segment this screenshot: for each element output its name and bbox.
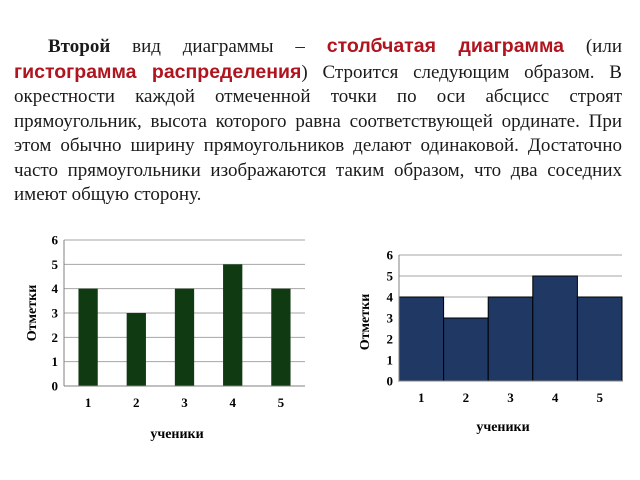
histogram-y-tick-label: 2 bbox=[387, 332, 394, 347]
histogram-x-tick-label: 2 bbox=[463, 390, 470, 405]
histogram-bar-1 bbox=[398, 296, 445, 382]
histogram-bar-5 bbox=[576, 296, 623, 382]
bar-chart-bar-2 bbox=[126, 313, 146, 386]
bar-chart-y-tick-label: 3 bbox=[52, 306, 59, 321]
bar-chart-y-tick-label: 6 bbox=[52, 233, 59, 248]
term-bar-chart: столбчатая диаграмма bbox=[326, 35, 564, 57]
bar-chart-bar-1 bbox=[78, 288, 98, 386]
histogram-y-tick-label: 3 bbox=[387, 311, 394, 326]
bar-chart-y-tick-label: 1 bbox=[52, 354, 59, 369]
description-paragraph: Второй вид диаграммы – столбчатая диагра… bbox=[14, 34, 622, 208]
histogram-y-tick-label: 5 bbox=[387, 269, 394, 284]
histogram-x-tick-label: 5 bbox=[596, 390, 603, 405]
text-segment: вид диаграммы – bbox=[110, 36, 327, 57]
histogram-x-axis-title: ученики bbox=[476, 420, 529, 435]
histogram-y-tick-label: 0 bbox=[387, 374, 394, 389]
bar-chart-y-axis-title: Отметки bbox=[25, 285, 40, 342]
bar-chart-y-tick-label: 0 bbox=[52, 379, 59, 394]
bar-chart-x-tick-label: 3 bbox=[181, 395, 188, 410]
bar-chart-x-tick-label: 1 bbox=[85, 395, 92, 410]
text-segment: ) Строится следующим образом. В окрестно… bbox=[14, 61, 622, 206]
histogram-y-tick-label: 4 bbox=[387, 290, 394, 305]
bar-chart-bar-5 bbox=[271, 288, 291, 386]
histogram-x-tick-label: 1 bbox=[418, 390, 425, 405]
bar-chart-bar-4 bbox=[223, 264, 243, 386]
histogram-y-axis-title: Отметки bbox=[358, 294, 373, 351]
bar-chart-y-tick-label: 5 bbox=[52, 257, 59, 272]
term-histogram: гистограмма распределения bbox=[14, 60, 302, 83]
bar-chart-bar-3 bbox=[174, 288, 195, 386]
histogram-y-tick-label: 6 bbox=[387, 248, 394, 263]
bar-chart-x-tick-label: 4 bbox=[229, 395, 236, 410]
histogram-x-tick-label: 3 bbox=[507, 390, 514, 405]
bar-chart-x-axis-title: ученики bbox=[150, 427, 203, 442]
bar-chart-x-tick-label: 5 bbox=[278, 395, 285, 410]
text-segment: (или bbox=[564, 36, 622, 57]
histogram-y-tick-label: 1 bbox=[387, 353, 394, 368]
histogram-bar-2 bbox=[443, 317, 489, 382]
bar-chart-y-tick-label: 4 bbox=[52, 281, 59, 296]
histogram-x-tick-label: 4 bbox=[552, 390, 559, 405]
bar-chart-y-tick-label: 2 bbox=[52, 330, 59, 345]
histogram-bar-4 bbox=[532, 275, 578, 382]
histogram-bar-3 bbox=[487, 296, 534, 382]
bar-chart-x-tick-label: 2 bbox=[133, 395, 140, 410]
text-lead: Второй bbox=[48, 36, 111, 57]
